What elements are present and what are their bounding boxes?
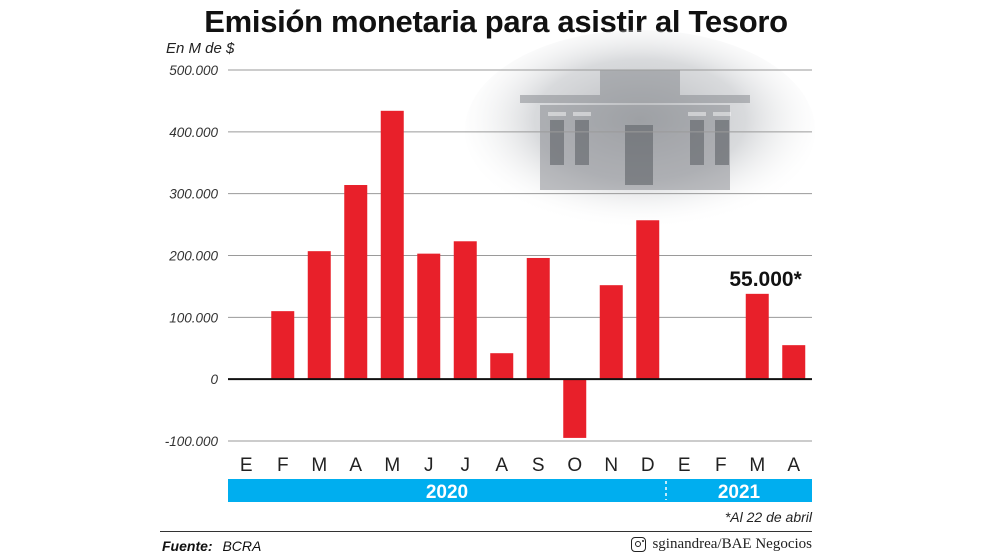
bar <box>526 257 550 380</box>
bar <box>344 185 368 380</box>
year-band <box>228 479 666 502</box>
x-tick-label: J <box>461 455 471 476</box>
y-tick-label: 300.000 <box>169 187 218 202</box>
y-tick-label: -100.000 <box>165 434 219 449</box>
y-tick-label: 400.000 <box>169 125 218 140</box>
y-tick-label: 200.000 <box>168 249 218 264</box>
bar <box>307 251 331 380</box>
source-label: Fuente: <box>162 538 213 554</box>
footer-divider <box>160 531 812 532</box>
x-tick-label: N <box>604 455 618 476</box>
y-tick-label: 500.000 <box>169 63 218 78</box>
year-band <box>666 479 812 502</box>
year-label: 2021 <box>718 482 761 503</box>
annotation-label: 55.000* <box>729 268 802 291</box>
x-tick-label: O <box>567 455 582 476</box>
x-tick-label: A <box>349 455 362 476</box>
chart-title: Emisión monetaria para asistir al Tesoro <box>204 4 788 39</box>
bar <box>599 285 623 380</box>
x-tick-label: E <box>240 455 253 476</box>
x-tick-label: D <box>641 455 655 476</box>
y-tick-label: 0 <box>210 372 218 387</box>
x-tick-label: A <box>787 455 800 476</box>
bar <box>636 220 660 380</box>
source-line: Fuente: BCRA <box>162 538 261 554</box>
x-tick-label: J <box>424 455 434 476</box>
unit-label: En M de $ <box>166 40 235 57</box>
bar <box>563 379 587 438</box>
x-tick-label: M <box>749 455 765 476</box>
footnote: *Al 22 de abril <box>724 509 812 525</box>
bar <box>380 110 404 380</box>
bar <box>453 241 477 380</box>
x-tick-label: M <box>311 455 327 476</box>
credit-text: sginandrea/BAE Negocios <box>652 536 812 552</box>
instagram-icon <box>631 537 647 552</box>
building-photo <box>465 30 815 230</box>
bar <box>490 353 514 380</box>
credit-line: sginandrea/BAE Negocios <box>631 536 812 553</box>
x-tick-label: E <box>678 455 691 476</box>
x-tick-label: S <box>532 455 545 476</box>
x-tick-label: F <box>715 455 727 476</box>
x-tick-label: M <box>384 455 400 476</box>
bar <box>745 293 769 380</box>
bar <box>782 345 806 380</box>
bar <box>417 253 441 380</box>
bar <box>271 311 295 380</box>
x-tick-label: F <box>277 455 289 476</box>
year-label: 2020 <box>426 482 468 503</box>
x-tick-label: A <box>495 455 508 476</box>
y-tick-label: 100.000 <box>169 310 218 325</box>
source-value: BCRA <box>222 538 262 554</box>
